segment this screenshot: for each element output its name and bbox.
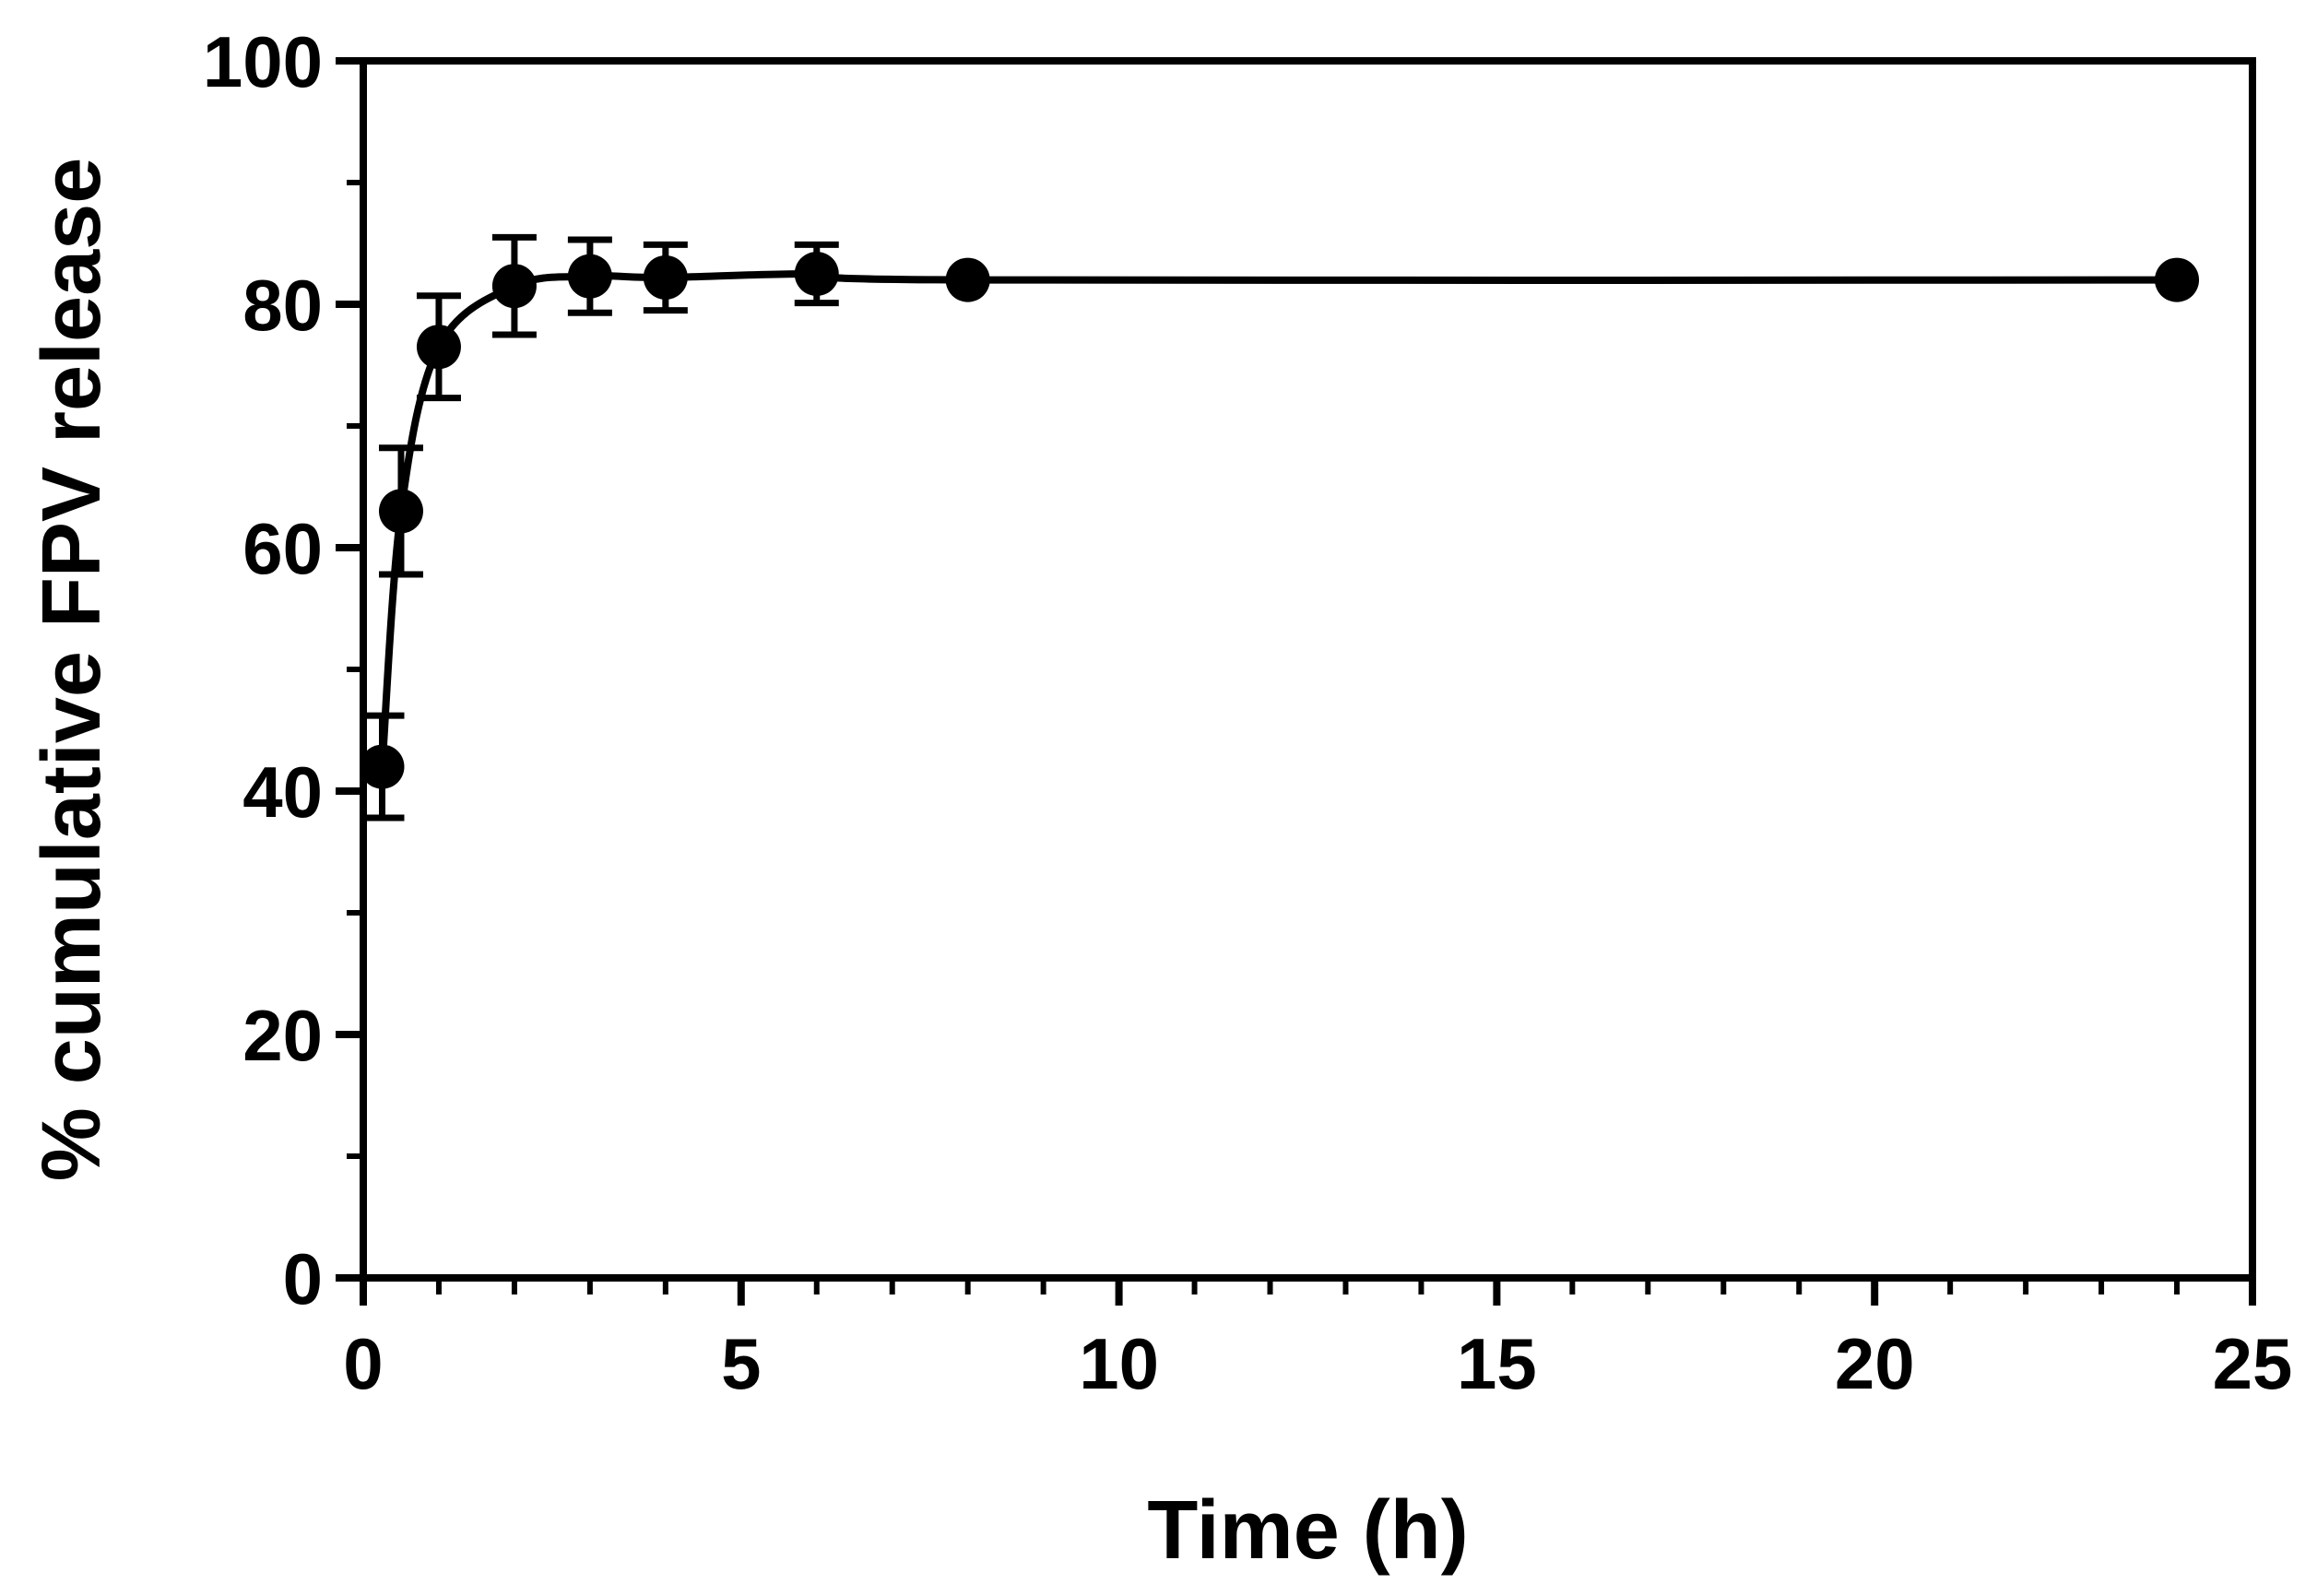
data-point	[643, 254, 688, 300]
x-tick-label: 15	[1457, 1323, 1537, 1404]
x-tick-label: 20	[1835, 1323, 1915, 1404]
y-tick-label: 100	[203, 21, 323, 102]
series	[360, 233, 2200, 822]
y-tick-label: 20	[242, 995, 323, 1076]
series-line	[378, 269, 2178, 767]
data-point	[794, 252, 839, 296]
y-axis-title: % cumulative FPV release	[26, 158, 118, 1182]
data-point	[491, 264, 537, 309]
y-tick-label: 0	[283, 1238, 323, 1319]
y-tick-label: 80	[242, 265, 323, 346]
data-point	[416, 325, 461, 370]
x-tick-label: 0	[343, 1323, 383, 1404]
data-point	[945, 257, 990, 302]
tick-labels: 0 5 10 15 20 25 0 20 40 60 80 100	[203, 21, 2293, 1404]
data-point	[567, 254, 612, 299]
x-axis-title: Time (h)	[1147, 1484, 1468, 1577]
data-point	[378, 489, 423, 534]
y-tick-label: 60	[242, 508, 323, 589]
data-point	[360, 744, 405, 789]
y-tick-label: 40	[242, 751, 323, 833]
data-point	[2155, 257, 2200, 302]
x-tick-label: 10	[1079, 1323, 1159, 1404]
x-tick-label: 5	[721, 1323, 761, 1404]
ticks	[336, 57, 2256, 1306]
x-tick-label: 25	[2213, 1323, 2293, 1404]
